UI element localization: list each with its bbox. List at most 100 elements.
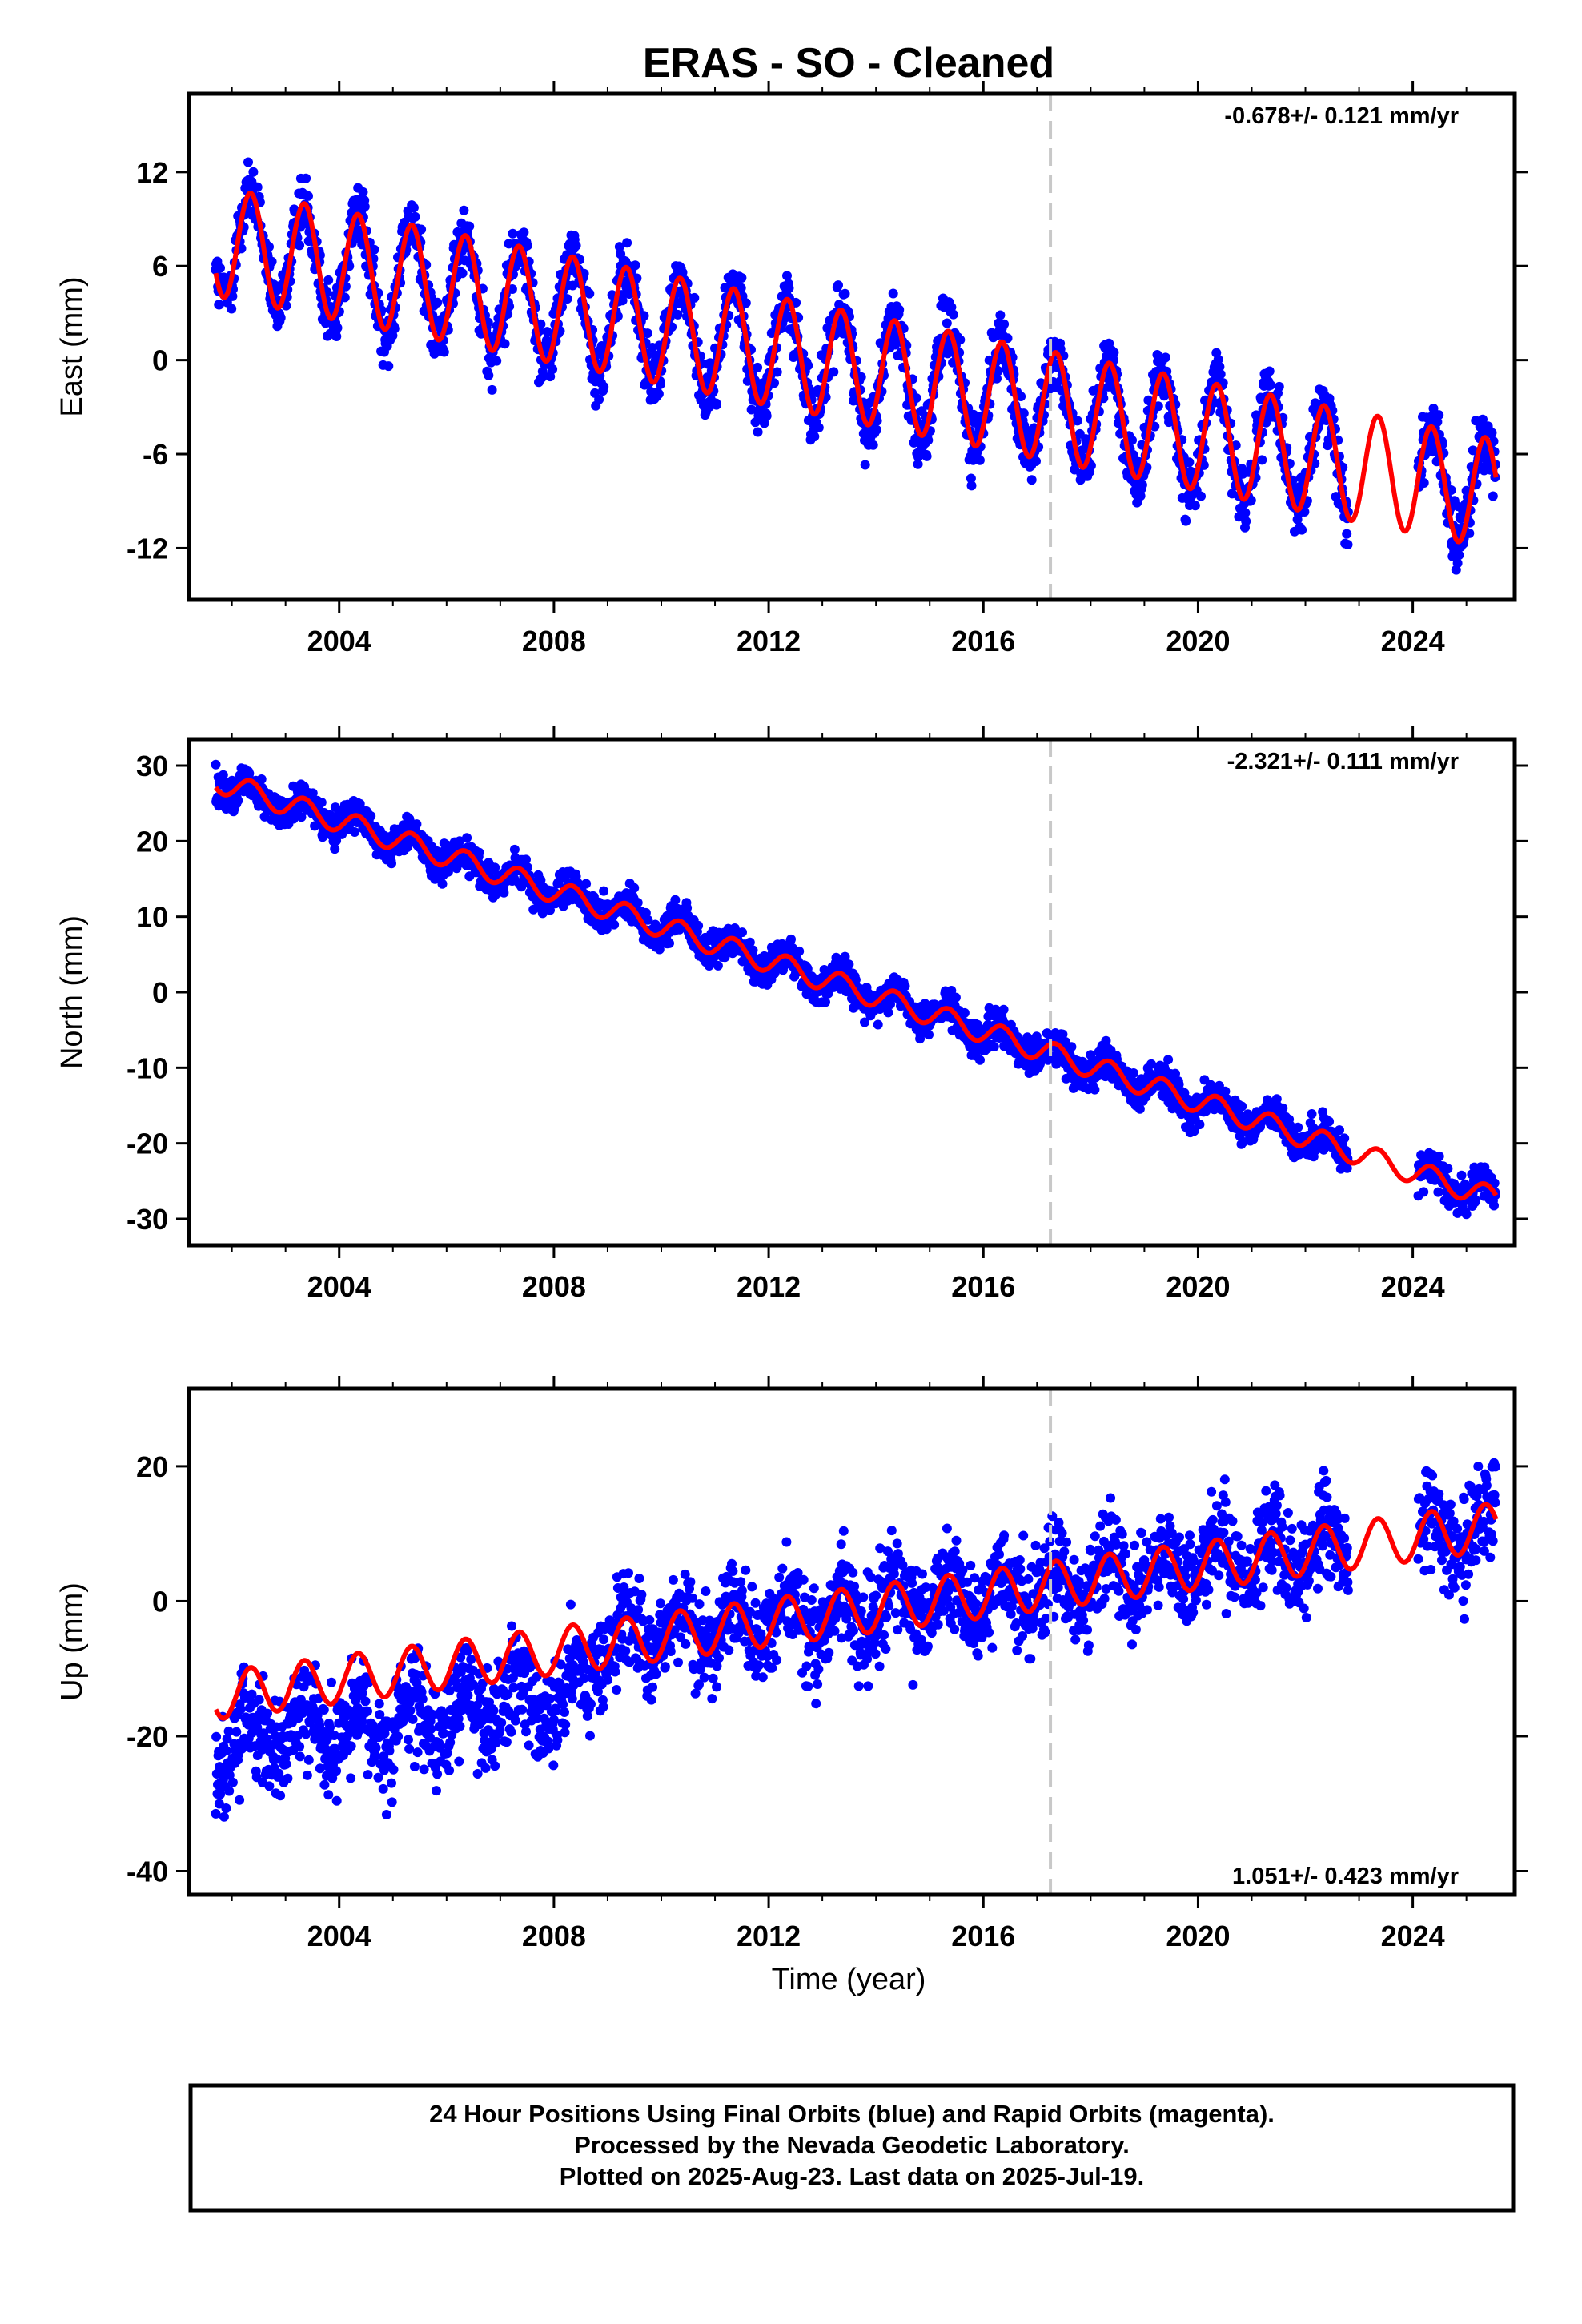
data-point [1299, 507, 1310, 517]
x-tick-label: 2016 [951, 625, 1015, 657]
data-point [1335, 1125, 1344, 1136]
data-point [989, 1042, 999, 1051]
data-point [794, 946, 805, 956]
data-point [1456, 1170, 1467, 1180]
data-point [677, 267, 688, 278]
data-point [921, 451, 932, 461]
data-point [1434, 410, 1444, 420]
data-point [359, 202, 370, 211]
data-point [860, 460, 870, 470]
data-point [252, 182, 263, 192]
data-point [1199, 460, 1209, 470]
data-point [1002, 333, 1013, 344]
data-point [1443, 1164, 1453, 1174]
data-point [974, 455, 985, 465]
data-point [809, 432, 820, 442]
data-point [366, 811, 376, 821]
data-point [1419, 1187, 1429, 1197]
north-panel: 2004 2008 2012 2016 2020 20243020100-10-20-30… [55, 726, 1528, 1303]
data-point [462, 833, 472, 843]
data-point [883, 1007, 893, 1018]
data-point [782, 271, 792, 281]
data-point [599, 381, 609, 392]
east-rate-label: -0.678+/- 0.121 mm/yr [1224, 103, 1459, 129]
data-point [1134, 1104, 1145, 1114]
y-tick-label: 6 [152, 250, 168, 283]
data-point [840, 288, 850, 299]
data-point [632, 898, 643, 908]
data-point [1428, 404, 1439, 413]
data-point [1240, 508, 1251, 518]
data-point [1257, 455, 1267, 465]
y-tick-label: 0 [152, 344, 168, 377]
data-point [412, 819, 422, 830]
data-point [653, 388, 664, 399]
data-point [571, 240, 581, 251]
data-point [459, 205, 469, 215]
data-point [331, 332, 342, 341]
data-point [457, 268, 468, 279]
data-point [992, 373, 1002, 384]
data-point [1213, 354, 1223, 364]
data-point [1181, 516, 1191, 526]
x-tick-label: 2012 [737, 625, 801, 657]
data-point [1129, 1068, 1138, 1078]
data-point [746, 404, 757, 415]
data-point [923, 435, 934, 445]
data-point [330, 844, 340, 854]
data-point [275, 312, 286, 323]
data-point [1196, 491, 1206, 501]
data-point [492, 356, 502, 366]
data-point [720, 952, 730, 963]
data-point [1016, 392, 1026, 401]
data-point [913, 459, 923, 469]
data-point [1215, 362, 1225, 372]
data-point [267, 256, 277, 267]
data-point [821, 997, 830, 1007]
data-point [643, 915, 653, 925]
data-point [693, 920, 704, 931]
data-point [786, 934, 796, 944]
data-point [617, 296, 628, 306]
data-point [1109, 348, 1119, 358]
data-point [1246, 495, 1256, 505]
data-point [622, 238, 632, 248]
y-tick-label: -12 [126, 532, 168, 565]
data-point [1339, 1133, 1350, 1144]
data-point [860, 1017, 869, 1027]
data-point [296, 812, 307, 822]
data-point [813, 423, 824, 432]
data-point [545, 372, 556, 382]
data-point [748, 945, 758, 955]
data-point [1434, 1151, 1444, 1161]
data-point [484, 370, 494, 380]
data-point [464, 221, 475, 231]
data-point [1307, 1109, 1317, 1119]
data-point [803, 360, 813, 371]
data-point [1454, 550, 1464, 561]
data-point [946, 302, 957, 312]
data-point [1342, 529, 1352, 539]
x-tick-label: 2020 [1166, 625, 1230, 657]
data-point [1160, 352, 1170, 363]
data-point [256, 774, 267, 784]
data-point [248, 167, 259, 177]
data-point [993, 366, 1003, 376]
data-point [599, 886, 609, 896]
data-point [581, 879, 592, 889]
data-point [1419, 478, 1429, 488]
data-point [840, 951, 850, 962]
data-point [1464, 528, 1475, 538]
data-point [942, 318, 952, 328]
data-point [442, 840, 452, 850]
data-point [1174, 1080, 1184, 1089]
data-point [330, 802, 340, 813]
data-point [900, 981, 910, 991]
east-ylabel: East (mm) [55, 276, 89, 416]
data-point [1241, 516, 1251, 526]
data-point [211, 759, 221, 770]
data-point [999, 319, 1010, 329]
